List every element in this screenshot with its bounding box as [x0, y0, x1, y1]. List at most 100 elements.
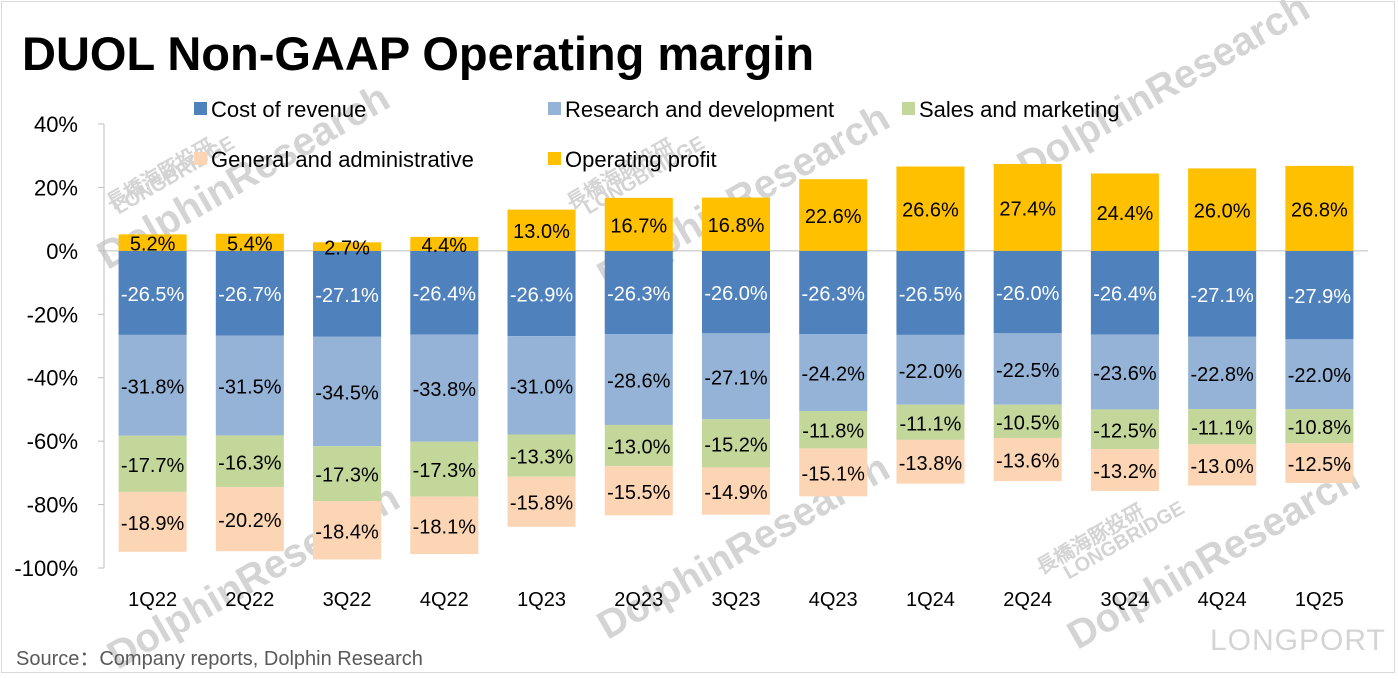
legend-swatch [548, 152, 561, 165]
bar-segment [799, 411, 868, 449]
y-tick-label: -40% [27, 366, 78, 391]
bar-segment [1285, 339, 1354, 410]
bar-segment [799, 179, 868, 251]
data-label: 26.8% [1291, 199, 1348, 221]
x-tick-label: 4Q24 [1198, 589, 1247, 611]
chart-title: DUOL Non-GAAP Operating margin [22, 27, 815, 80]
bar-segment [410, 441, 479, 497]
bar-segment [118, 334, 187, 436]
bar-segment [701, 419, 771, 468]
bar-segment [313, 501, 382, 560]
bar-segment [1285, 250, 1354, 340]
data-label: -26.0% [996, 283, 1060, 305]
data-label: -12.5% [1288, 454, 1352, 476]
x-tick-label: 3Q23 [712, 589, 761, 611]
data-label: -11.8% [802, 421, 864, 443]
bar-segment [1188, 444, 1257, 486]
x-tick-label: 1Q23 [517, 589, 566, 611]
watermark-logo: LONGPORT [1210, 624, 1386, 657]
y-tick-label: -80% [27, 493, 78, 518]
legend-label: Cost of revenue [211, 97, 366, 122]
bar-segment [215, 233, 284, 251]
data-label: -31.0% [510, 376, 574, 398]
data-label: -14.9% [704, 482, 768, 504]
bar-segment [507, 336, 576, 435]
bar-segment [507, 434, 576, 477]
data-label: -18.4% [315, 521, 379, 543]
bar-segment [1090, 409, 1159, 450]
y-tick-label: 0% [46, 239, 78, 264]
data-label: -22.0% [1288, 365, 1352, 387]
legend-swatch [548, 102, 561, 115]
data-label: 27.4% [999, 198, 1056, 220]
data-label: -13.0% [1190, 456, 1254, 478]
y-tick-label: -60% [27, 429, 78, 454]
data-label: -24.2% [802, 364, 866, 386]
data-label: -26.4% [413, 284, 477, 306]
data-label: -10.5% [996, 412, 1060, 434]
data-label: 5.4% [227, 233, 273, 255]
data-label: -12.5% [1093, 420, 1157, 442]
data-label: -26.3% [607, 284, 671, 306]
data-label: -22.0% [899, 361, 963, 383]
bar-segment [410, 496, 479, 555]
x-tick-label: 1Q25 [1295, 589, 1344, 611]
data-label: -26.5% [121, 284, 185, 306]
data-label: -26.7% [218, 284, 282, 306]
bar-segment [507, 476, 576, 527]
bar-segment [604, 197, 673, 251]
bar-segment [993, 437, 1062, 482]
data-label: -33.8% [413, 379, 477, 401]
bars-layer [118, 163, 1354, 560]
data-label: -11.1% [1191, 418, 1253, 440]
data-label: -27.1% [315, 285, 379, 307]
bar-segment [1090, 173, 1159, 251]
bar-segment [410, 236, 479, 251]
bar-segment [896, 166, 965, 251]
bar-segment [604, 424, 673, 467]
bar-segment [313, 250, 382, 337]
x-tick-label: 1Q24 [906, 589, 955, 611]
bar-segment [993, 163, 1062, 251]
bar-segment [410, 334, 479, 442]
x-tick-label: 2Q24 [1003, 589, 1052, 611]
bar-segment [701, 333, 771, 420]
data-label: -17.7% [121, 455, 185, 477]
bar-segment [1090, 334, 1159, 410]
x-tick-label: 4Q22 [420, 589, 469, 611]
data-label: 16.8% [708, 215, 765, 237]
bar-segment [118, 491, 187, 552]
y-tick-label: -100% [14, 556, 78, 581]
bar-segment [1188, 250, 1257, 337]
data-label: -26.9% [510, 285, 574, 307]
x-tick-label: 2Q23 [614, 589, 663, 611]
x-tick-label: 3Q22 [323, 589, 372, 611]
legend-swatch [902, 102, 915, 115]
data-label: -13.3% [510, 447, 574, 469]
bar-segment [799, 250, 868, 335]
bar-segment [701, 250, 771, 334]
data-label: -15.5% [607, 482, 671, 504]
data-label: 22.6% [805, 206, 862, 228]
bar-segment [993, 404, 1062, 438]
data-label: -22.5% [996, 360, 1060, 382]
legend-label: Operating profit [565, 147, 717, 172]
bar-segment [896, 404, 965, 440]
bar-segment [799, 448, 868, 497]
bar-segment [215, 335, 284, 436]
bar-segment [604, 250, 673, 335]
data-label: -15.8% [510, 493, 574, 515]
x-tick-label: 1Q22 [128, 589, 177, 611]
data-label: -28.6% [607, 371, 671, 393]
bar-segment [118, 435, 187, 492]
bar-segment [1285, 409, 1354, 444]
bar-segment [701, 467, 771, 515]
bar-segment [604, 334, 673, 425]
bar-segment [604, 466, 673, 516]
data-label: 24.4% [1097, 203, 1154, 225]
bar-segment [1285, 443, 1354, 484]
data-label: -27.9% [1288, 286, 1352, 308]
bar-segment [896, 250, 965, 335]
data-label: 26.6% [902, 200, 959, 222]
